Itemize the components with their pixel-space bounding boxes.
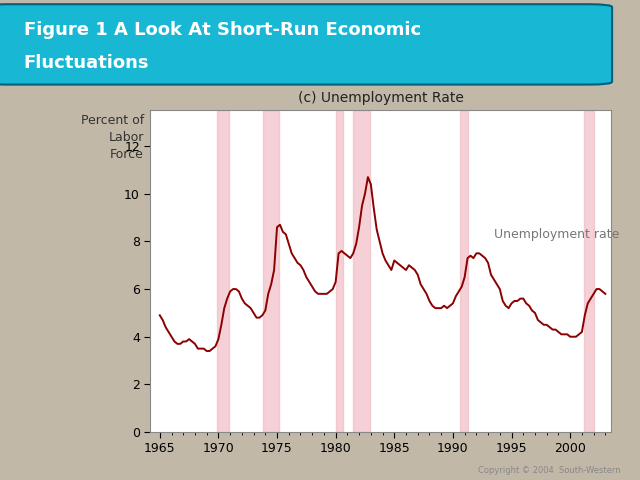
Text: Labor: Labor — [109, 131, 144, 144]
Bar — [353, 110, 370, 432]
Text: Percent of: Percent of — [81, 114, 144, 127]
Text: Copyright © 2004  South-Western: Copyright © 2004 South-Western — [478, 466, 621, 475]
Text: Figure 1 A Look At Short-Run Economic: Figure 1 A Look At Short-Run Economic — [24, 21, 421, 38]
Bar — [263, 110, 280, 432]
Text: Force: Force — [110, 148, 144, 161]
Bar — [460, 110, 468, 432]
Bar — [584, 110, 594, 432]
Title: (c) Unemployment Rate: (c) Unemployment Rate — [298, 91, 464, 105]
Bar — [217, 110, 229, 432]
Text: Fluctuations: Fluctuations — [24, 54, 149, 72]
Text: Unemployment rate: Unemployment rate — [494, 228, 620, 241]
FancyBboxPatch shape — [0, 4, 612, 84]
Bar — [335, 110, 342, 432]
